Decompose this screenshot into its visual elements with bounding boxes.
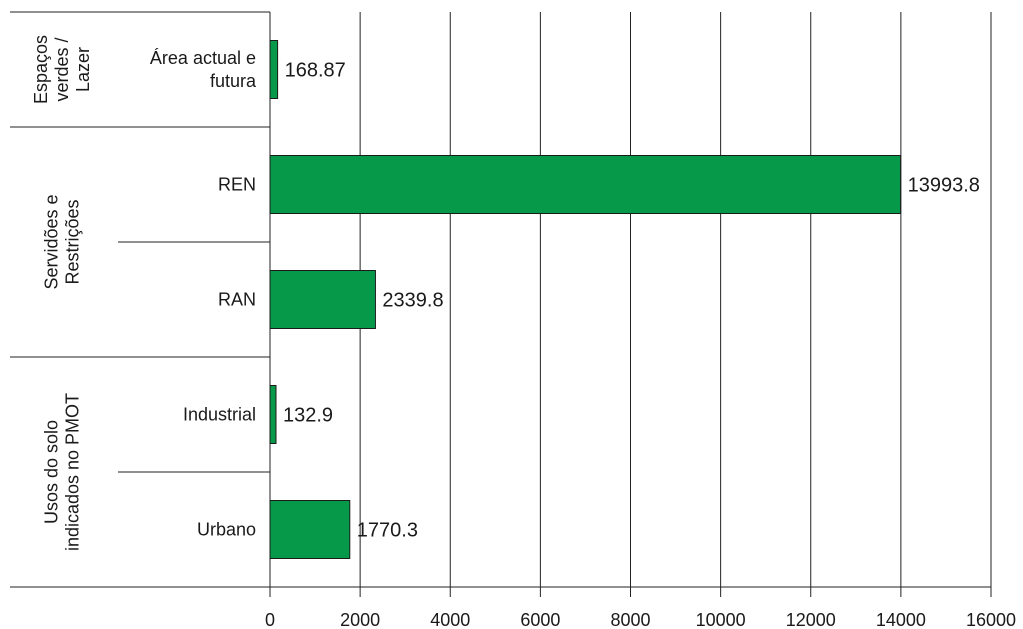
x-tick-label: 2000 xyxy=(340,610,380,629)
data-label: 132.9 xyxy=(283,405,333,427)
x-tick-labels: 0 2000 4000 6000 8000 10000 12000 14000 16000 xyxy=(265,610,1016,629)
x-tick-label: 10000 xyxy=(696,610,746,629)
x-tick-label: 0 xyxy=(265,610,275,629)
x-tick-label: 4000 xyxy=(430,610,470,629)
data-label: 168.87 xyxy=(285,60,346,82)
bar xyxy=(269,500,351,559)
x-tick-label: 12000 xyxy=(786,610,836,629)
group-label: Servidões eRestrições xyxy=(42,194,83,289)
group-label: Usos do soloindicados no PMOT xyxy=(42,393,83,551)
group-label: Espaçosverdes /Lazer xyxy=(31,35,93,104)
x-tick-label: 6000 xyxy=(520,610,560,629)
data-label: 2339.8 xyxy=(382,290,443,312)
category-label: Industrial xyxy=(183,405,256,425)
group-labels: Espaçosverdes /Lazer Servidões eRestriçõe… xyxy=(31,35,93,551)
bars xyxy=(269,40,902,559)
category-label: Área actual e futura xyxy=(150,48,257,91)
bar xyxy=(269,270,376,329)
bar xyxy=(269,40,279,99)
bar xyxy=(269,155,902,214)
category-label: REN xyxy=(218,175,256,195)
data-label: 1770.3 xyxy=(357,520,418,542)
axis-frame xyxy=(10,11,991,597)
value-labels: 168.87 13993.8 2339.8 132.9 1770.3 xyxy=(283,60,980,542)
category-labels: Área actual e futura REN RAN Industrial Urban… xyxy=(150,48,257,540)
category-label: RAN xyxy=(218,290,256,310)
x-tick-label: 16000 xyxy=(966,610,1016,629)
gridlines xyxy=(269,12,992,597)
bar xyxy=(269,385,277,444)
category-label: Urbano xyxy=(197,520,256,540)
x-tick-label: 14000 xyxy=(876,610,926,629)
x-tick-label: 8000 xyxy=(610,610,650,629)
data-label: 13993.8 xyxy=(908,175,980,197)
